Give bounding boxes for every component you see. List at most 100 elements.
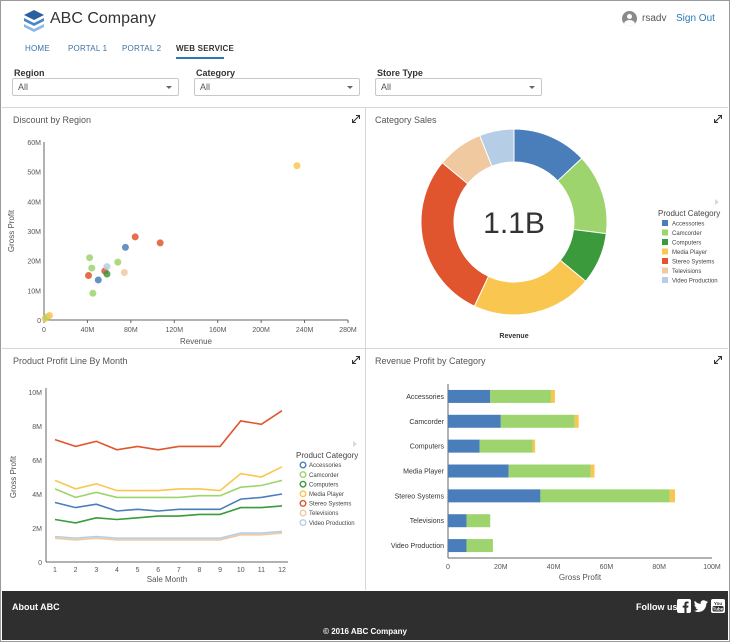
x-tick-label: 80M (124, 327, 138, 334)
panel-title-discount: Discount by Region (13, 115, 92, 125)
divider (2, 348, 728, 349)
x-tick-label: 1 (53, 567, 57, 574)
store-type-select-value: All (381, 82, 392, 92)
legend-title: Product Category (658, 209, 720, 218)
legend-label: Video Production (672, 279, 718, 285)
legend-swatch (662, 258, 668, 264)
y-axis-title: Gross Profit (7, 209, 16, 252)
region-select[interactable]: All (12, 78, 179, 96)
legend-label: Televisions (309, 511, 338, 517)
legend-label: Computers (309, 482, 338, 488)
bar-segment (550, 389, 555, 403)
legend-label: Camcorder (672, 231, 702, 237)
x-tick-label: 3 (94, 567, 98, 574)
legend-scroll-icon (353, 441, 357, 447)
chevron-down-icon (347, 86, 353, 89)
bar-segment (448, 414, 501, 428)
y-tick-label: 30M (27, 229, 41, 236)
username: rsadv (642, 13, 667, 24)
bar-segment (448, 514, 467, 528)
category-label: Televisions (410, 518, 445, 525)
x-tick-label: 60M (600, 564, 614, 571)
divider (365, 108, 366, 590)
y-tick-label: 20M (27, 259, 41, 266)
scatter-point (85, 272, 93, 279)
y-tick-label: 2M (32, 526, 42, 533)
x-tick-label: 12 (278, 567, 286, 574)
series-line (54, 466, 283, 492)
store-type-label: Store Type (377, 68, 423, 78)
about-link[interactable]: About ABC (12, 602, 60, 612)
scatter-point (156, 239, 164, 247)
region-label: Region (14, 68, 45, 78)
x-tick-label: 280M (339, 327, 357, 334)
scatter-point (89, 289, 97, 297)
header: ABC Company rsadv Sign Out (0, 0, 730, 40)
nav-portal-1[interactable]: PORTAL 1 (68, 44, 108, 53)
legend-title: Product Category (296, 451, 358, 460)
scatter-point (121, 243, 129, 251)
panel-title-category-sales: Category Sales (375, 115, 437, 125)
bar-segment (669, 489, 676, 503)
nav-web-service[interactable]: WEB SERVICE (176, 44, 235, 53)
x-axis-title: Sale Month (147, 575, 187, 584)
y-tick-label: 10M (28, 390, 42, 397)
category-label: Computers (410, 444, 445, 451)
copyright: © 2016 ABC Company (323, 627, 407, 636)
category-label: Stereo Systems (395, 493, 445, 500)
x-tick-label: 5 (136, 567, 140, 574)
category-select[interactable]: All (194, 78, 360, 96)
chevron-down-icon (529, 86, 535, 89)
bar-segment (532, 439, 536, 453)
y-tick-label: 8M (32, 424, 42, 431)
legend-marker (299, 490, 307, 498)
scatter-point (88, 264, 96, 272)
twitter-icon[interactable] (694, 599, 708, 613)
sign-out-link[interactable]: Sign Out (676, 13, 715, 24)
y-tick-label: 50M (27, 170, 41, 177)
legend-marker (299, 461, 307, 469)
series-line (54, 532, 283, 541)
x-tick-label: 160M (209, 327, 227, 334)
category-select-value: All (200, 82, 211, 92)
bar-segment (448, 389, 491, 403)
facebook-icon[interactable] (677, 599, 691, 613)
scatter-point (86, 254, 94, 262)
expand-icon[interactable] (714, 356, 722, 364)
category-label: Camcorder (409, 419, 444, 426)
donut-slice (420, 162, 490, 307)
youtube-icon[interactable]: You Tube (711, 599, 725, 613)
nav-portal-2[interactable]: PORTAL 2 (122, 44, 162, 53)
x-tick-label: 200M (252, 327, 270, 334)
legend-marker (299, 519, 307, 527)
svg-text:You: You (714, 601, 722, 606)
user-avatar-icon[interactable] (622, 11, 637, 26)
x-tick-label: 20M (494, 564, 508, 571)
expand-icon[interactable] (352, 356, 360, 364)
panel-title-revenue-profit: Revenue Profit by Category (375, 356, 486, 366)
expand-icon[interactable] (352, 115, 360, 123)
legend-swatch (662, 239, 668, 245)
legend-marker (299, 499, 307, 507)
expand-icon[interactable] (714, 115, 722, 123)
scatter-point (103, 263, 111, 271)
panel-title-profit-line: Product Profit Line By Month (13, 356, 128, 366)
legend-label: Stereo Systems (672, 260, 714, 266)
bar-segment (448, 439, 480, 453)
nav-active-indicator (176, 57, 224, 59)
store-type-select[interactable]: All (375, 78, 542, 96)
footer: About ABC Follow us: You Tube © 2016 ABC… (2, 591, 728, 640)
donut-slice (473, 259, 587, 316)
bar-segment (466, 539, 493, 553)
follow-us-label: Follow us: (636, 602, 681, 612)
x-axis-title: Revenue (180, 337, 213, 346)
y-tick-label: 40M (27, 199, 41, 206)
x-tick-label: 240M (296, 327, 314, 334)
x-tick-label: 40M (81, 327, 95, 334)
nav-home[interactable]: HOME (25, 44, 50, 53)
category-label: Category (196, 68, 236, 78)
legend-label: Video Production (309, 521, 355, 527)
x-tick-label: 10 (237, 567, 245, 574)
legend-label: Stereo Systems (309, 502, 351, 508)
y-tick-label: 0 (37, 318, 41, 325)
